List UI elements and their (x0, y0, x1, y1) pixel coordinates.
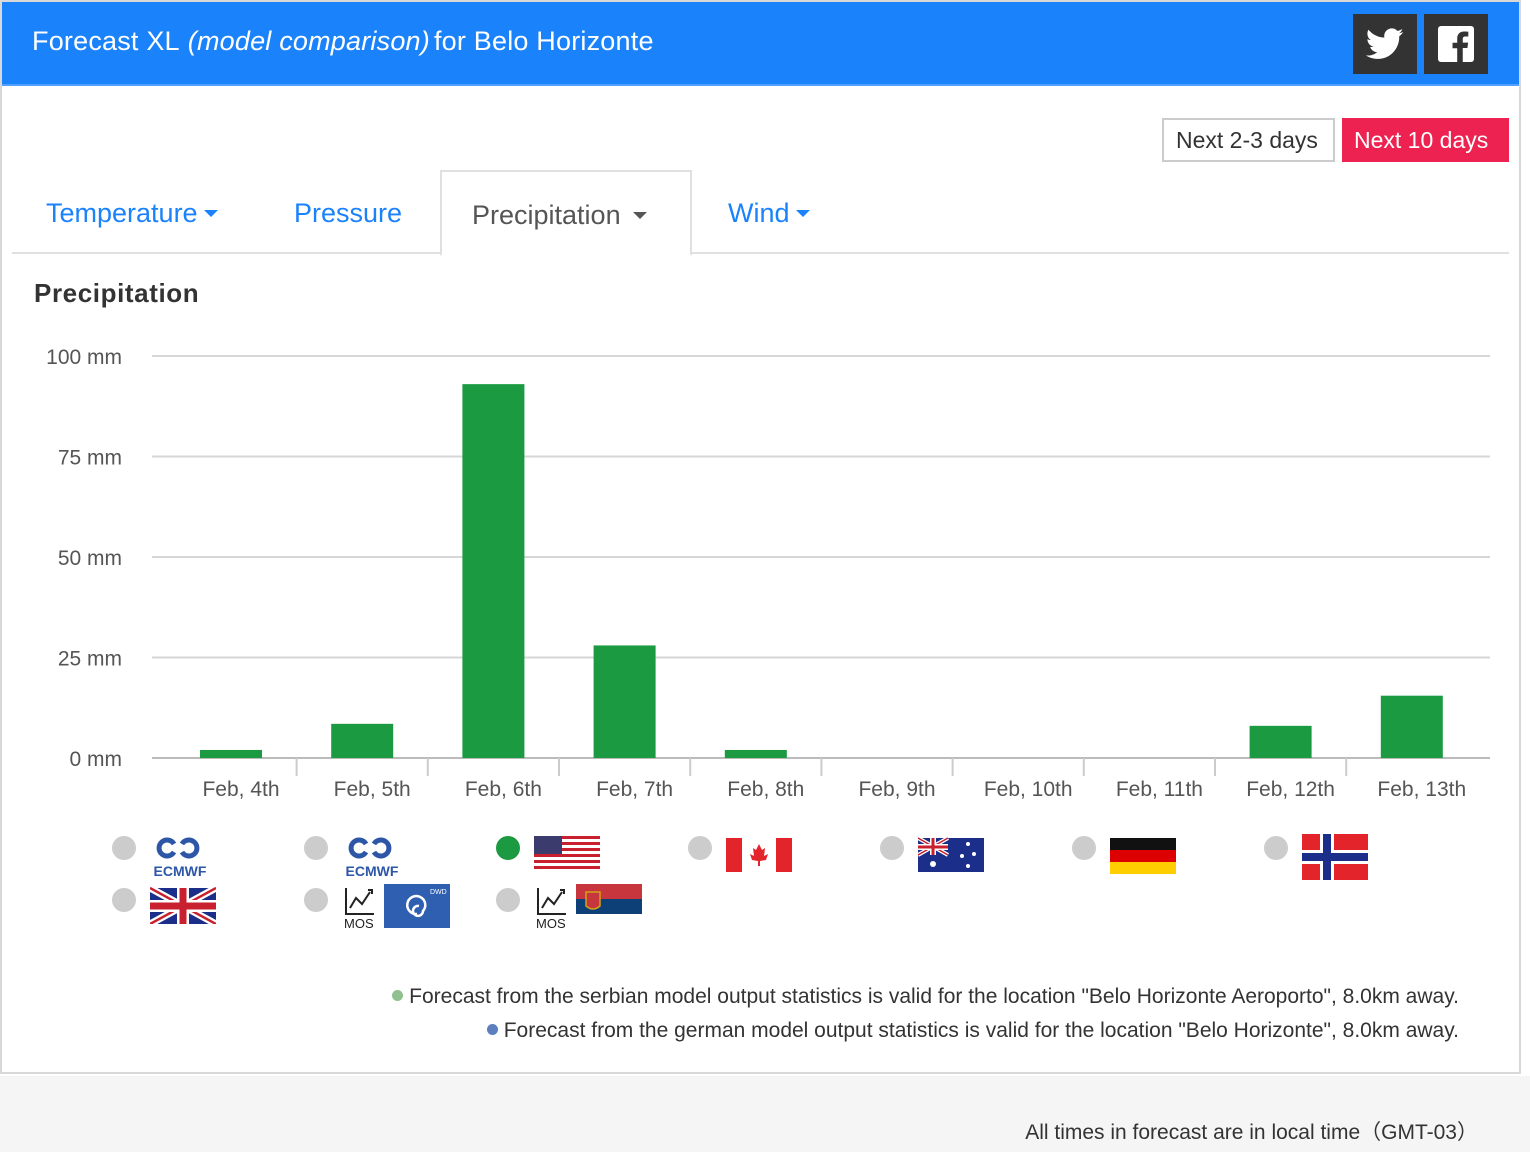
forecast-widget: Forecast XL (model comparison) for Belo Ho… (0, 0, 1521, 1074)
widget-header: Forecast XL (model comparison) for Belo Ho… (2, 2, 1519, 86)
note-german-mos-text: Forecast from the german model output st… (503, 1019, 1459, 1042)
model-toggle-dot[interactable] (112, 888, 136, 912)
precipitation-bar[interactable] (1380, 695, 1443, 758)
x-tick-label: Feb, 7th (596, 778, 673, 801)
model-toggle-dot[interactable] (304, 836, 328, 860)
note-serbian-mos-text: Forecast from the serbian model output s… (409, 985, 1459, 1008)
y-tick-label: 50 mm (58, 547, 122, 570)
tab-wind[interactable]: Wind (728, 170, 810, 254)
model-legend-row-1: ECMWF ECMWF (2, 832, 1502, 888)
precipitation-bar[interactable] (1249, 725, 1312, 758)
page-footer: All times in forecast are in local time（… (0, 1076, 1530, 1152)
svg-text:ECMWF: ECMWF (346, 863, 399, 878)
timezone-note: All times in forecast are in local time（… (1025, 1121, 1478, 1144)
germany-flag-icon (1110, 838, 1176, 874)
x-tick-label: Feb, 8th (727, 778, 804, 801)
model-toggle-dot[interactable] (304, 888, 328, 912)
precipitation-bar[interactable] (724, 749, 787, 758)
svg-text:ECMWF: ECMWF (154, 863, 207, 878)
chart-title: Precipitation (34, 278, 200, 308)
y-tick-label: 75 mm (58, 447, 122, 470)
ecmwf-logo-icon: ECMWF (346, 837, 399, 878)
uk-flag-icon (150, 884, 216, 924)
model-toggle-dot[interactable] (880, 836, 904, 860)
range-next-10-days-button[interactable]: Next 10 days (1342, 118, 1509, 162)
note-serbian-mos: Forecast from the serbian model output s… (392, 980, 1459, 1014)
twitter-share-button[interactable] (1353, 14, 1417, 74)
canada-flag-icon (726, 838, 792, 872)
model-toggle-dot[interactable] (1072, 836, 1096, 860)
tab-precipitation[interactable]: Precipitation (440, 170, 692, 256)
model-toggle-dot[interactable] (1264, 836, 1288, 860)
tab-temperature-label: Temperature (46, 198, 198, 228)
dwd-mos-icon: MOS DWD (344, 884, 450, 930)
norway-flag-icon (1302, 834, 1368, 880)
parameter-tabs: Temperature Pressure Precipitation Wind (12, 170, 1509, 256)
serbia-mos-icon: MOS (536, 884, 642, 930)
y-tick-label: 100 mm (46, 346, 122, 369)
tab-pressure[interactable]: Pressure (294, 170, 402, 254)
precipitation-bar[interactable] (593, 645, 656, 758)
precipitation-chart: Feb, 4th Feb, 5th Feb, 6th Feb, 7th Feb, 8th… (46, 346, 1490, 801)
widget-title: Forecast XL (model comparison) for Belo Ho… (32, 26, 654, 57)
title-main: Forecast XL (32, 26, 180, 56)
x-tick-label: Feb, 9th (858, 778, 935, 801)
x-tick-label: Feb, 6th (465, 778, 542, 801)
x-tick-label: Feb, 5th (334, 778, 411, 801)
svg-text:DWD: DWD (430, 889, 447, 896)
tab-precipitation-label: Precipitation (472, 200, 621, 230)
note-dot-icon (392, 990, 404, 1002)
title-model: (model comparison) (187, 26, 430, 56)
tab-pressure-label: Pressure (294, 198, 403, 228)
x-tick-label: Feb, 13th (1377, 778, 1466, 801)
y-tick-label: 25 mm (58, 648, 122, 671)
chevron-down-icon (795, 209, 810, 217)
title-location: for Belo Horizonte (433, 26, 654, 56)
range-next-2-3-days-button[interactable]: Next 2-3 days (1162, 118, 1335, 162)
svg-text:MOS: MOS (536, 916, 566, 930)
x-tick-label: Feb, 4th (202, 778, 279, 801)
note-german-mos: Forecast from the german model output st… (392, 1014, 1459, 1048)
precipitation-bar[interactable] (200, 749, 262, 758)
twitter-icon (1366, 28, 1404, 59)
model-notes: Forecast from the serbian model output s… (392, 980, 1459, 1048)
usa-flag-icon (534, 836, 600, 872)
svg-text:MOS: MOS (344, 916, 374, 930)
tab-temperature[interactable]: Temperature (46, 170, 218, 254)
precipitation-bar[interactable] (331, 723, 394, 758)
x-tick-label: Feb, 12th (1246, 778, 1335, 801)
chevron-down-icon (203, 209, 218, 217)
y-tick-label: 0 mm (70, 748, 123, 771)
note-dot-icon (486, 1024, 498, 1036)
ecmwf-logo-icon: ECMWF (154, 837, 207, 878)
x-tick-label: Feb, 11th (1116, 778, 1203, 801)
precipitation-bar[interactable] (462, 384, 525, 758)
model-legend-row-2: MOS DWD MOS (2, 884, 1502, 940)
model-toggle-dot[interactable] (496, 836, 520, 860)
facebook-share-button[interactable] (1424, 14, 1488, 74)
tab-wind-label: Wind (728, 198, 790, 228)
model-toggle-dot[interactable] (112, 836, 136, 860)
model-toggle-dot[interactable] (496, 888, 520, 912)
x-tick-label: Feb, 10th (984, 778, 1073, 801)
chevron-down-icon (632, 211, 647, 219)
australia-flag-icon (918, 836, 984, 872)
model-toggle-dot[interactable] (688, 836, 712, 860)
facebook-icon (1438, 26, 1474, 62)
